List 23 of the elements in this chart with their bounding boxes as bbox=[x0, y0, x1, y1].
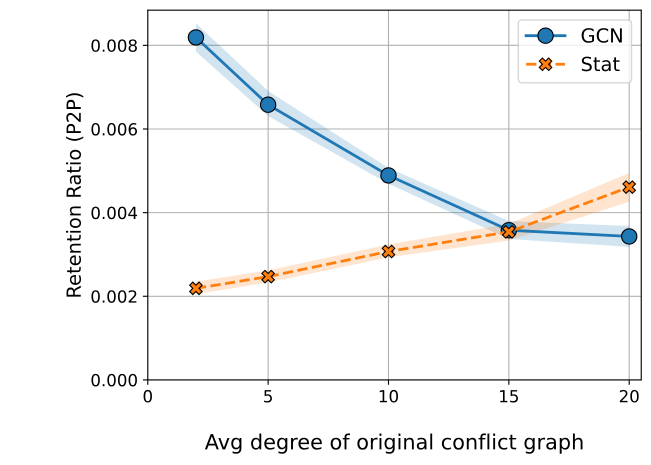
point bbox=[261, 270, 275, 284]
y-tick-label: 0.008 bbox=[91, 39, 137, 52]
x-tick-label: 0 bbox=[144, 390, 152, 403]
y-tick-label: 0.002 bbox=[91, 290, 136, 303]
x-tick-label: 15 bbox=[500, 390, 518, 403]
point bbox=[189, 282, 203, 296]
point bbox=[502, 225, 516, 239]
point bbox=[621, 228, 638, 245]
point bbox=[260, 96, 276, 113]
legend-label: Stat bbox=[582, 56, 620, 72]
y-tick-label: 0.006 bbox=[91, 122, 138, 136]
y-axis-title: Retention Ratio (P2P) bbox=[66, 93, 84, 297]
point bbox=[382, 244, 396, 258]
x-tick-label: 5 bbox=[264, 390, 272, 403]
x-tick-label: 10 bbox=[380, 390, 398, 403]
y-tick-label: 0.004 bbox=[91, 206, 138, 220]
legend-label: GCN bbox=[582, 28, 622, 43]
x-tick-label: 20 bbox=[620, 390, 639, 403]
point bbox=[622, 180, 636, 194]
point bbox=[380, 167, 397, 184]
point bbox=[188, 29, 204, 46]
x-axis-title: Avg degree of original conflict graph bbox=[204, 434, 583, 454]
y-tick-label: 0.000 bbox=[91, 374, 137, 386]
